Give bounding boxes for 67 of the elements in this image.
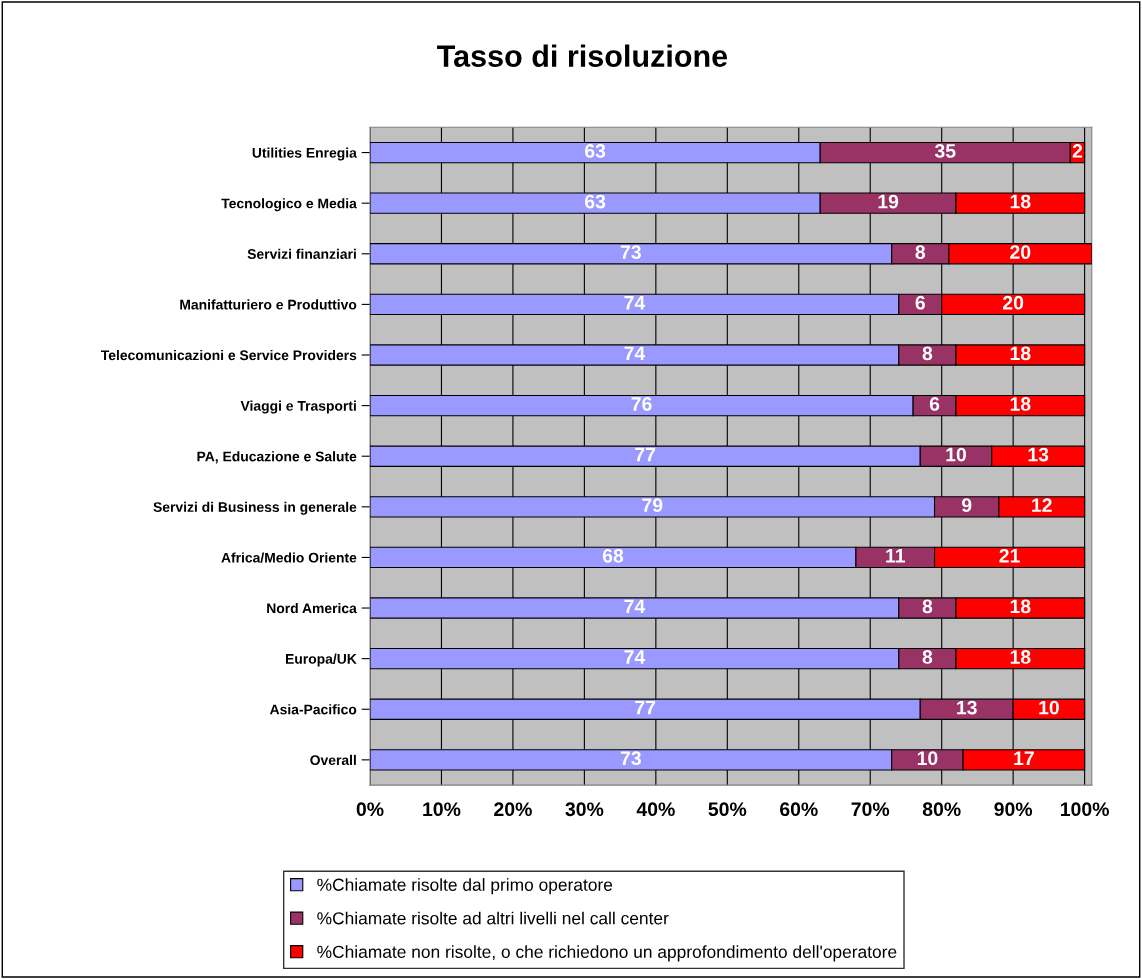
data-label: 77 xyxy=(635,700,656,715)
x-tick-label: 50% xyxy=(708,802,747,817)
data-label: 18 xyxy=(1010,599,1031,614)
data-label: 21 xyxy=(999,548,1020,563)
y-tick-label: Viaggi e Trasporti xyxy=(240,400,356,414)
x-tick-label: 60% xyxy=(780,802,818,817)
data-label: 77 xyxy=(635,447,656,462)
y-tick-label: Nord America xyxy=(267,603,357,614)
y-tick-label: Utilities Enregia xyxy=(252,147,357,161)
data-label: 9 xyxy=(961,498,972,513)
data-label: 73 xyxy=(620,245,641,260)
data-label: 20 xyxy=(1010,245,1031,260)
y-tick-label: Telecomunicazioni e Service Providers xyxy=(100,349,357,361)
x-tick-label: 40% xyxy=(636,802,675,817)
data-label: 63 xyxy=(585,194,606,209)
chart-title: Tasso di risoluzione xyxy=(437,44,728,67)
data-label: 8 xyxy=(922,650,933,664)
data-label: 10 xyxy=(1039,700,1059,715)
y-tick-label: Europa/UK xyxy=(285,653,357,667)
data-label: 10 xyxy=(946,447,966,462)
data-label: 8 xyxy=(922,599,933,614)
y-tick-label: Tecnologico e Media xyxy=(221,198,357,212)
x-tick-label: 90% xyxy=(994,802,1033,817)
legend-label: %Chiamate risolte ad altri livelli nel call center xyxy=(317,911,669,925)
data-label: 18 xyxy=(1010,397,1031,411)
data-label: 18 xyxy=(1010,346,1031,361)
data-label: 74 xyxy=(624,650,646,664)
y-tick-label: Manifatturiero e Produttivo xyxy=(180,299,357,310)
x-tick-label: 30% xyxy=(565,802,604,817)
data-label: 74 xyxy=(624,296,646,310)
x-tick-label: 20% xyxy=(494,802,532,817)
x-tick-label: 100% xyxy=(1060,802,1109,817)
data-label: 6 xyxy=(929,397,940,411)
data-label: 79 xyxy=(642,498,663,513)
data-label: 63 xyxy=(585,144,606,158)
x-tick-label: 0% xyxy=(356,802,384,817)
x-tick-label: 10% xyxy=(423,802,461,817)
data-label: 10 xyxy=(917,751,938,766)
data-label: 20 xyxy=(1003,295,1024,310)
data-label: 13 xyxy=(957,700,977,715)
data-label: 35 xyxy=(934,144,956,158)
data-label: 8 xyxy=(915,245,926,260)
y-tick-label: Africa/Medio Oriente xyxy=(221,552,357,563)
data-label: 76 xyxy=(631,397,652,411)
y-tick-label: Overall xyxy=(310,754,356,766)
x-tick-label: 80% xyxy=(922,802,961,817)
data-label: 2 xyxy=(1072,144,1083,158)
y-tick-label: Servizi di Business in generale xyxy=(153,501,357,515)
x-tick-label: 70% xyxy=(851,802,890,817)
data-label: 19 xyxy=(878,194,899,209)
data-label: 13 xyxy=(1028,447,1049,462)
data-label: 11 xyxy=(886,549,905,563)
legend-label: %Chiamate non risolte, o che richiedono un approfondimento dell'operatore xyxy=(317,945,897,962)
y-tick-label: Servizi finanziari xyxy=(247,248,356,259)
data-label: 8 xyxy=(922,346,933,361)
data-label: 12 xyxy=(1032,498,1052,512)
y-tick-label: PA, Educazione e Salute xyxy=(197,451,357,464)
data-label: 17 xyxy=(1014,751,1034,765)
y-tick-label: Asia-Pacifico xyxy=(269,704,357,715)
data-label: 74 xyxy=(624,346,646,361)
data-label: 73 xyxy=(620,751,641,766)
data-label: 74 xyxy=(624,599,646,614)
data-label: 18 xyxy=(1010,650,1031,664)
data-label: 68 xyxy=(602,548,624,563)
legend-label: %Chiamate risolte dal primo operatore xyxy=(317,878,613,895)
data-label: 18 xyxy=(1010,194,1031,209)
data-label: 6 xyxy=(915,295,925,310)
